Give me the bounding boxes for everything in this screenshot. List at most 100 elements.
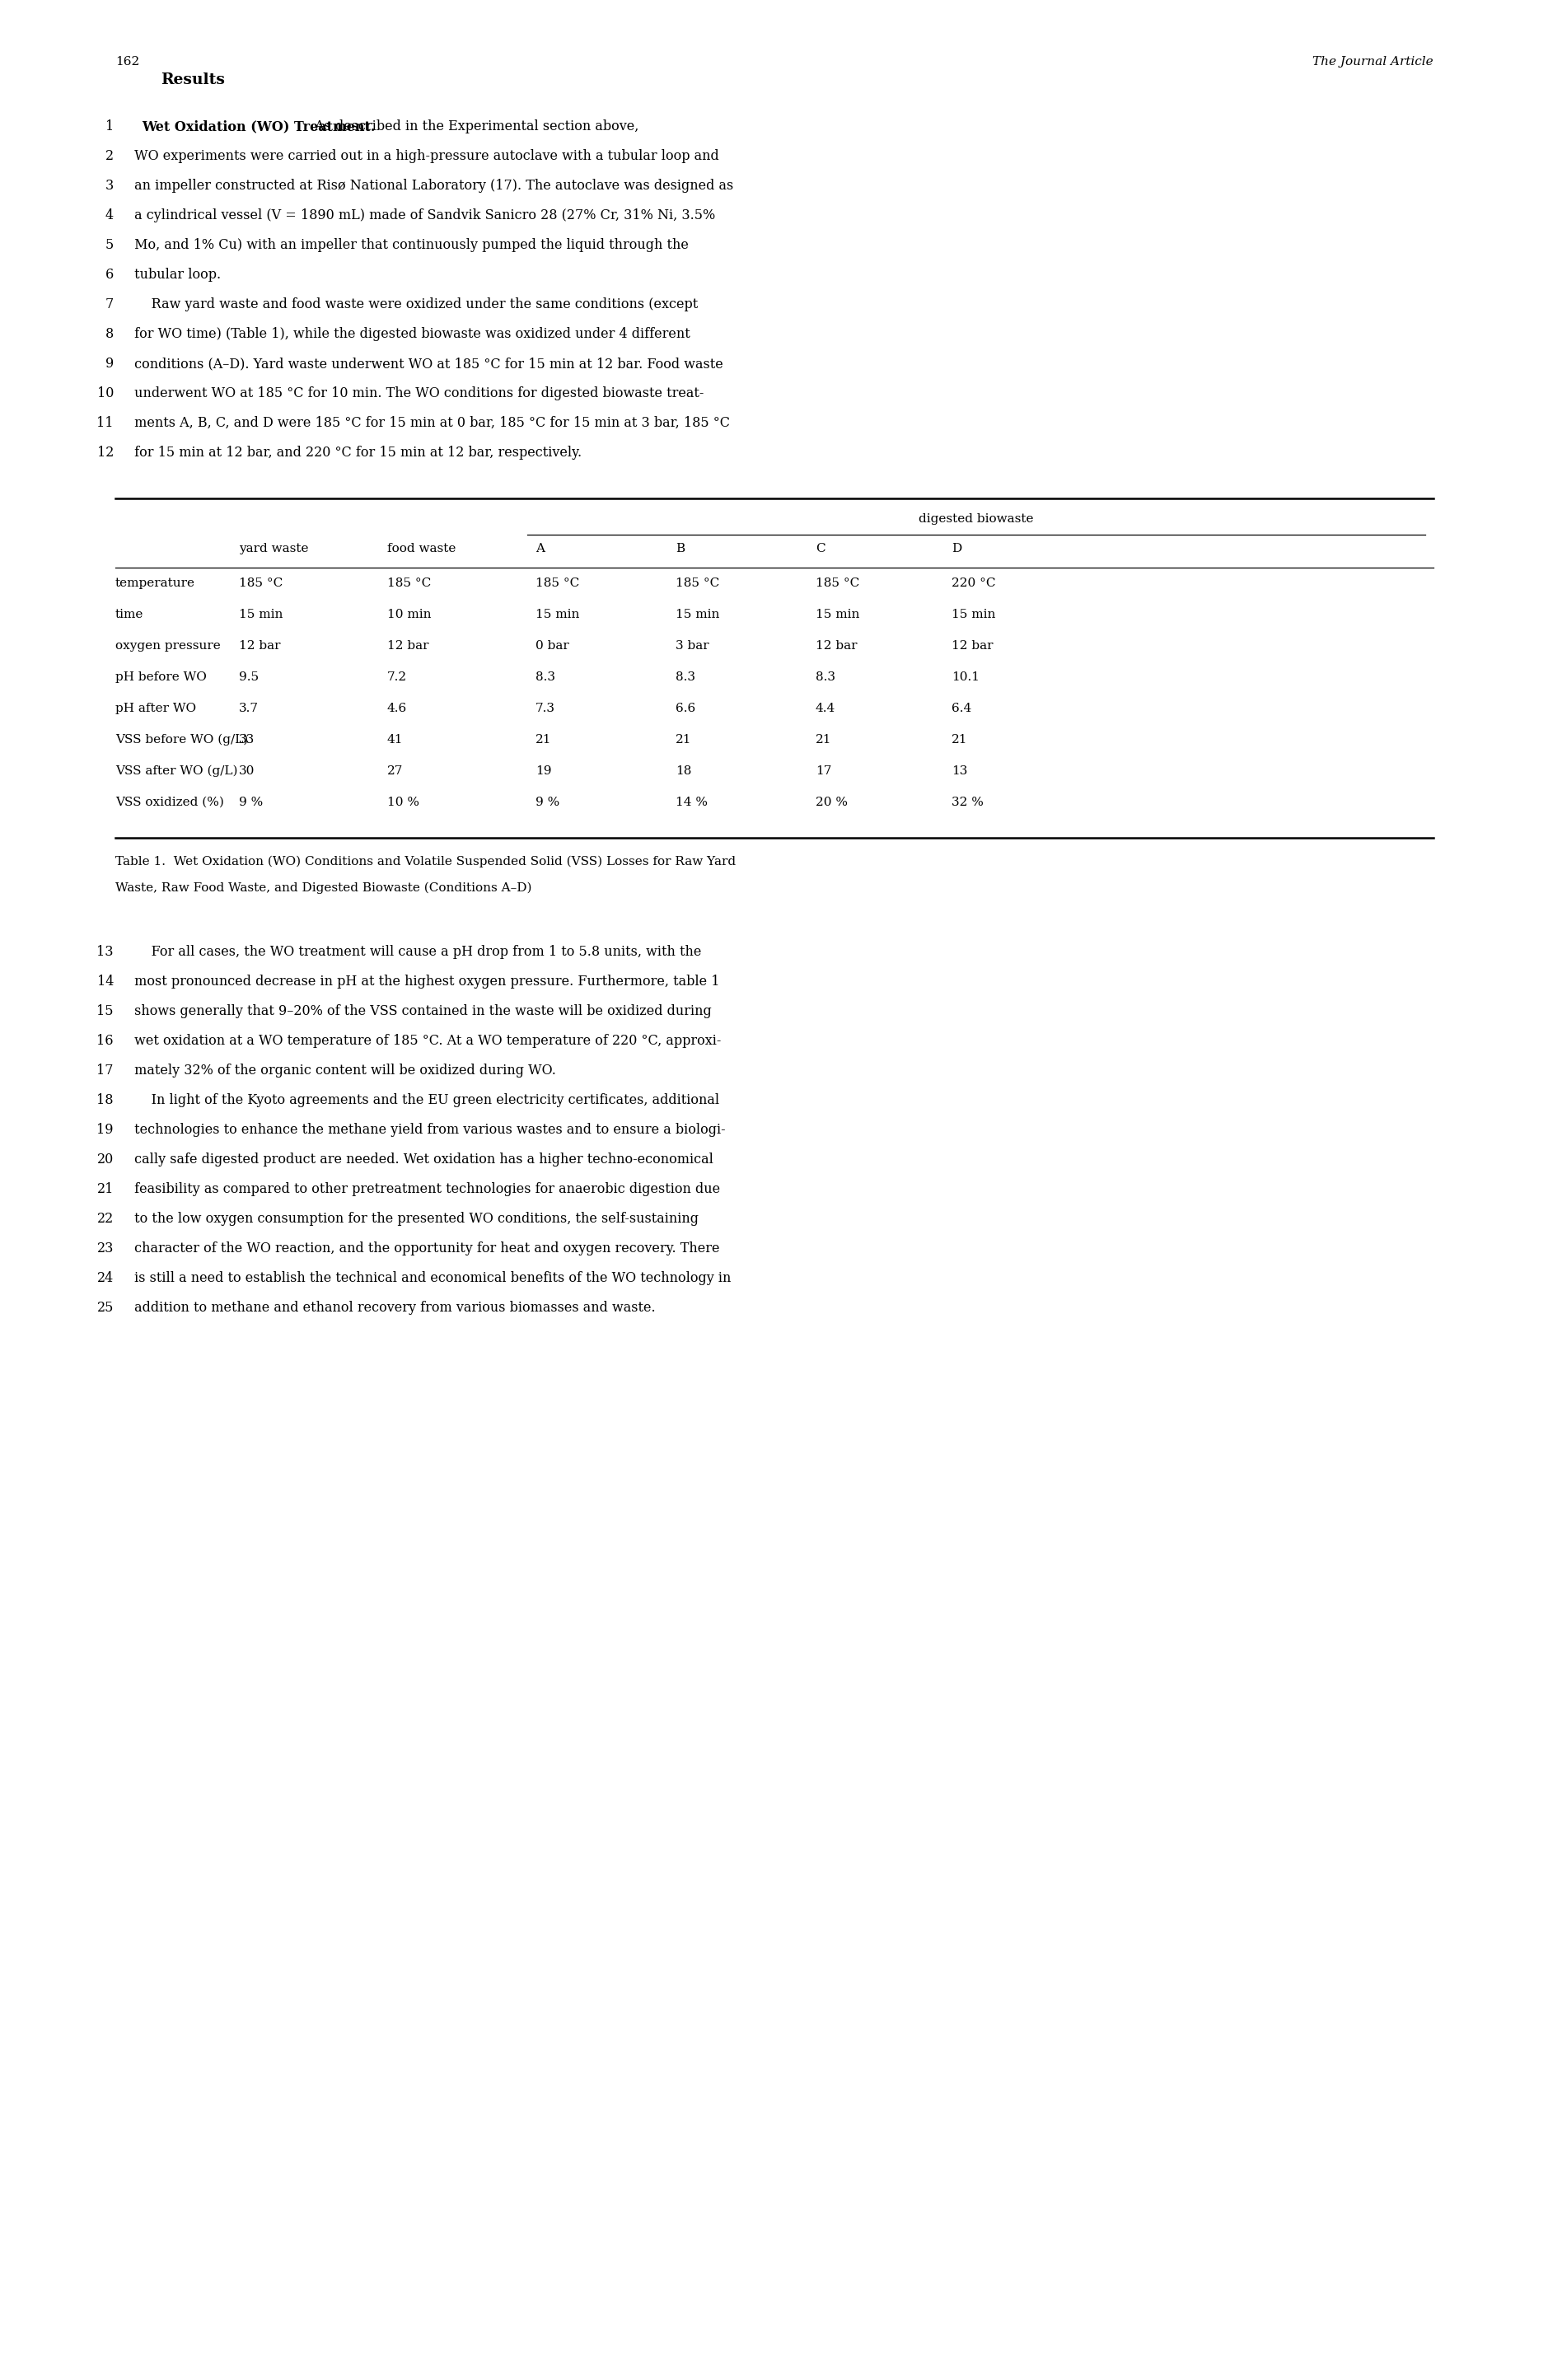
Text: 12 bar: 12 bar [816, 640, 858, 652]
Text: 220 °C: 220 °C [952, 578, 995, 588]
Text: digested biowaste: digested biowaste [920, 514, 1034, 524]
Text: 4.6: 4.6 [387, 702, 407, 714]
Text: 5: 5 [105, 238, 113, 252]
Text: 20 %: 20 % [816, 797, 848, 809]
Text: 21: 21 [952, 733, 968, 745]
Text: 14 %: 14 % [675, 797, 707, 809]
Text: 185 °C: 185 °C [675, 578, 720, 588]
Text: an impeller constructed at Risø National Laboratory (17). The autoclave was desi: an impeller constructed at Risø National… [130, 178, 734, 193]
Text: Waste, Raw Food Waste, and Digested Biowaste (Conditions A–D): Waste, Raw Food Waste, and Digested Biow… [116, 883, 533, 895]
Text: pH after WO: pH after WO [116, 702, 197, 714]
Text: 18: 18 [675, 766, 692, 776]
Text: 15: 15 [98, 1004, 113, 1019]
Text: 41: 41 [387, 733, 404, 745]
Text: food waste: food waste [387, 543, 457, 555]
Text: 22: 22 [98, 1211, 113, 1226]
Text: In light of the Kyoto agreements and the EU green electricity certificates, addi: In light of the Kyoto agreements and the… [130, 1092, 720, 1107]
Text: 17: 17 [98, 1064, 113, 1078]
Text: 21: 21 [675, 733, 692, 745]
Text: 10 %: 10 % [387, 797, 420, 809]
Text: WO experiments were carried out in a high-pressure autoclave with a tubular loop: WO experiments were carried out in a hig… [130, 150, 718, 164]
Text: 15 min: 15 min [536, 609, 579, 621]
Text: 3.7: 3.7 [238, 702, 259, 714]
Text: underwent WO at 185 °C for 10 min. The WO conditions for digested biowaste treat: underwent WO at 185 °C for 10 min. The W… [130, 386, 704, 400]
Text: 12 bar: 12 bar [952, 640, 994, 652]
Text: 15 min: 15 min [238, 609, 283, 621]
Text: 19: 19 [536, 766, 551, 776]
Text: conditions (A–D). Yard waste underwent WO at 185 °C for 15 min at 12 bar. Food w: conditions (A–D). Yard waste underwent W… [130, 357, 723, 371]
Text: 2: 2 [105, 150, 113, 164]
Text: A: A [536, 543, 545, 555]
Text: 21: 21 [536, 733, 551, 745]
Text: 162: 162 [116, 57, 139, 67]
Text: 9.5: 9.5 [238, 671, 259, 683]
Text: Raw yard waste and food waste were oxidized under the same conditions (except: Raw yard waste and food waste were oxidi… [130, 298, 698, 312]
Text: B: B [675, 543, 684, 555]
Text: 19: 19 [98, 1123, 113, 1138]
Text: 24: 24 [98, 1271, 113, 1285]
Text: D: D [952, 543, 961, 555]
Text: 32 %: 32 % [952, 797, 983, 809]
Text: ments A, B, C, and D were 185 °C for 15 min at 0 bar, 185 °C for 15 min at 3 bar: ments A, B, C, and D were 185 °C for 15 … [130, 416, 731, 431]
Text: 6.4: 6.4 [952, 702, 972, 714]
Text: 4.4: 4.4 [816, 702, 836, 714]
Text: temperature: temperature [116, 578, 195, 588]
Text: C: C [816, 543, 825, 555]
Text: For all cases, the WO treatment will cause a pH drop from 1 to 5.8 units, with t: For all cases, the WO treatment will cau… [130, 945, 701, 959]
Text: 17: 17 [816, 766, 831, 776]
Text: to the low oxygen consumption for the presented WO conditions, the self-sustaini: to the low oxygen consumption for the pr… [130, 1211, 698, 1226]
Text: 13: 13 [98, 945, 113, 959]
Text: VSS before WO (g/L): VSS before WO (g/L) [116, 733, 248, 745]
Text: 27: 27 [387, 766, 402, 776]
Text: 6.6: 6.6 [675, 702, 695, 714]
Text: 9 %: 9 % [238, 797, 263, 809]
Text: 20: 20 [98, 1152, 113, 1166]
Text: VSS after WO (g/L): VSS after WO (g/L) [116, 766, 238, 778]
Text: The Journal Article: The Journal Article [1313, 57, 1433, 67]
Text: 15 min: 15 min [675, 609, 720, 621]
Text: VSS oxidized (%): VSS oxidized (%) [116, 797, 224, 809]
Text: 14: 14 [98, 973, 113, 988]
Text: 8.3: 8.3 [816, 671, 836, 683]
Text: 185 °C: 185 °C [387, 578, 430, 588]
Text: 16: 16 [98, 1033, 113, 1047]
Text: tubular loop.: tubular loop. [130, 267, 221, 281]
Text: cally safe digested product are needed. Wet oxidation has a higher techno-econom: cally safe digested product are needed. … [130, 1152, 714, 1166]
Text: pH before WO: pH before WO [116, 671, 207, 683]
Text: 10: 10 [98, 386, 113, 400]
Text: 8.3: 8.3 [536, 671, 556, 683]
Text: 7.2: 7.2 [387, 671, 407, 683]
Text: Results: Results [161, 71, 224, 88]
Text: 12 bar: 12 bar [238, 640, 280, 652]
Text: 185 °C: 185 °C [816, 578, 859, 588]
Text: 185 °C: 185 °C [238, 578, 283, 588]
Text: 8.3: 8.3 [675, 671, 695, 683]
Text: oxygen pressure: oxygen pressure [116, 640, 220, 652]
Text: wet oxidation at a WO temperature of 185 °C. At a WO temperature of 220 °C, appr: wet oxidation at a WO temperature of 185… [130, 1033, 721, 1047]
Text: 15 min: 15 min [816, 609, 859, 621]
Text: 185 °C: 185 °C [536, 578, 579, 588]
Text: 15 min: 15 min [952, 609, 995, 621]
Text: Wet Oxidation (WO) Treatment.: Wet Oxidation (WO) Treatment. [142, 119, 375, 133]
Text: 4: 4 [105, 209, 113, 221]
Text: 10 min: 10 min [387, 609, 432, 621]
Text: 6: 6 [105, 267, 113, 281]
Text: for 15 min at 12 bar, and 220 °C for 15 min at 12 bar, respectively.: for 15 min at 12 bar, and 220 °C for 15 … [130, 445, 582, 459]
Text: As described in the Experimental section above,: As described in the Experimental section… [310, 119, 638, 133]
Text: shows generally that 9–20% of the VSS contained in the waste will be oxidized du: shows generally that 9–20% of the VSS co… [130, 1004, 712, 1019]
Text: most pronounced decrease in pH at the highest oxygen pressure. Furthermore, tabl: most pronounced decrease in pH at the hi… [130, 973, 720, 988]
Text: 9: 9 [105, 357, 113, 371]
Text: Table 1.  Wet Oxidation (WO) Conditions and Volatile Suspended Solid (VSS) Losse: Table 1. Wet Oxidation (WO) Conditions a… [116, 857, 735, 869]
Text: 8: 8 [105, 326, 113, 340]
Text: 30: 30 [238, 766, 255, 776]
Text: 3: 3 [105, 178, 113, 193]
Text: yard waste: yard waste [238, 543, 308, 555]
Text: is still a need to establish the technical and economical benefits of the WO tec: is still a need to establish the technic… [130, 1271, 731, 1285]
Text: 25: 25 [98, 1302, 113, 1314]
Text: 21: 21 [816, 733, 831, 745]
Text: a cylindrical vessel (V = 1890 mL) made of Sandvik Sanicro 28 (27% Cr, 31% Ni, 3: a cylindrical vessel (V = 1890 mL) made … [130, 209, 715, 221]
Text: 1: 1 [105, 119, 113, 133]
Text: 21: 21 [98, 1183, 113, 1197]
Text: Mo, and 1% Cu) with an impeller that continuously pumped the liquid through the: Mo, and 1% Cu) with an impeller that con… [130, 238, 689, 252]
Text: 7.3: 7.3 [536, 702, 556, 714]
